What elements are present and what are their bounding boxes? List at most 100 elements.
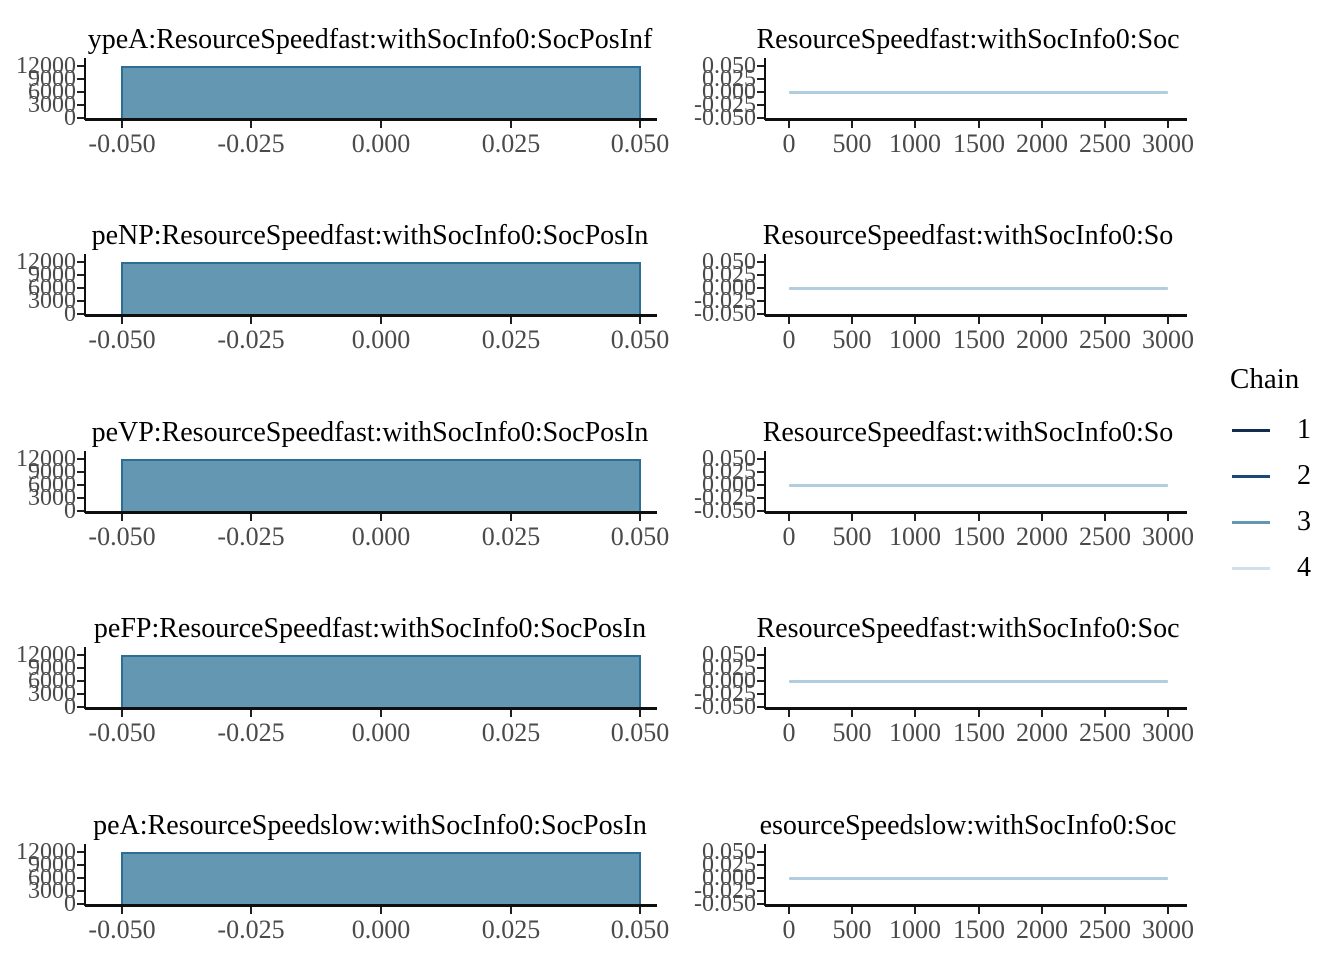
hist-x-tickmark: [250, 513, 252, 521]
trace-x-tickmark: [1104, 709, 1106, 717]
trace-y-tick-label: 0.050: [702, 249, 756, 275]
hist-x-tickmark: [380, 120, 382, 128]
trace-x-tickmark: [851, 120, 853, 128]
trace-x-tick-label: 1000: [889, 129, 941, 158]
chain-number-label: 2: [1297, 460, 1311, 492]
hist-x-tickmark: [121, 316, 123, 324]
chain-number-label: 3: [1297, 506, 1311, 538]
histogram-bar: [121, 459, 641, 511]
hist-y-tickmark: [77, 471, 84, 473]
trace-x-tickmark: [788, 513, 790, 521]
hist-x-tickmark: [380, 316, 382, 324]
trace-x-tickmark: [978, 120, 980, 128]
trace-y-tick-label: -0.050: [694, 301, 756, 327]
trace-y-tickmark: [757, 667, 764, 669]
trace-chain-line: [789, 876, 1168, 880]
hist-x-tickmark: [510, 513, 512, 521]
trace-x-tickmark: [1041, 316, 1043, 324]
trace-x-tick-label: 2000: [1016, 325, 1068, 354]
hist-x-tick-label: -0.025: [217, 522, 285, 551]
trace-y-tickmark: [757, 300, 764, 302]
hist-x-tick-label: 0.025: [481, 325, 541, 354]
trace-x-tick-label: 2500: [1079, 718, 1131, 747]
trace-chain-line: [789, 679, 1168, 683]
hist-x-tickmark: [121, 513, 123, 521]
trace-y-tick-label: 0.025: [702, 459, 756, 485]
hist-y-tickmark: [77, 91, 84, 93]
trace-y-tick-label: -0.025: [694, 92, 756, 118]
trace-y-tickmark: [757, 680, 764, 682]
trace-x-tickmark: [978, 513, 980, 521]
trace-y-tickmark: [757, 471, 764, 473]
hist-y-tickmark: [77, 877, 84, 879]
hist-x-tick-label: 0.000: [351, 915, 411, 944]
trace-y-tickmark: [757, 877, 764, 879]
hist-y-tickmark: [77, 300, 84, 302]
trace-x-axis-line: [765, 118, 1187, 121]
trace-y-tick-label: 0.000: [702, 865, 756, 891]
trace-x-tick-label: 500: [832, 522, 872, 551]
hist-y-tick-label: 12000: [16, 249, 76, 275]
legend-entry-chain-2: 2: [1228, 462, 1340, 491]
hist-x-tick-label: -0.025: [217, 325, 285, 354]
trace-x-tickmark: [1041, 709, 1043, 717]
trace-x-tick-label: 1000: [889, 915, 941, 944]
legend-entry-chain-4: 4: [1228, 554, 1340, 583]
trace-y-tick-label: -0.025: [694, 878, 756, 904]
trace-x-tickmark: [1104, 906, 1106, 914]
trace-y-tick-label: 0.000: [702, 668, 756, 694]
hist-x-tickmark: [639, 316, 641, 324]
hist-y-tickmark: [77, 287, 84, 289]
hist-y-tickmark: [77, 104, 84, 106]
trace-y-tick-label: 0.000: [702, 275, 756, 301]
hist-y-tickmark: [77, 890, 84, 892]
hist-y-tick-label: 6000: [28, 865, 76, 891]
trace-y-tickmark: [757, 78, 764, 80]
legend-entry-chain-1: 1: [1228, 416, 1340, 445]
trace-x-tick-label: 2500: [1079, 129, 1131, 158]
trace-y-tick-label: -0.025: [694, 681, 756, 707]
hist-y-tickmark: [77, 117, 84, 119]
legend-entry-chain-3: 3: [1228, 508, 1340, 537]
trace-x-tick-label: 3000: [1142, 522, 1194, 551]
hist-x-tickmark: [510, 709, 512, 717]
histogram-bar: [121, 655, 641, 707]
trace-title: ResourceSpeedfast:withSocInfo0:Soc: [756, 614, 1180, 644]
hist-x-tick-label: 0.025: [481, 522, 541, 551]
hist-y-tickmark: [77, 903, 84, 905]
hist-x-tickmark: [510, 316, 512, 324]
chain-line-swatch: [1232, 428, 1270, 432]
trace-x-tick-label: 2500: [1079, 522, 1131, 551]
trace-chain-line: [789, 286, 1168, 290]
trace-x-tickmark: [1167, 513, 1169, 521]
hist-x-tickmark: [250, 316, 252, 324]
histogram-title: peVP:ResourceSpeedfast:withSocInfo0:SocP…: [91, 418, 649, 448]
hist-x-tick-label: 0.025: [481, 129, 541, 158]
hist-y-tick-label: 9000: [28, 459, 76, 485]
trace-y-tick-label: 0.025: [702, 655, 756, 681]
hist-x-tick-label: -0.050: [88, 718, 156, 747]
hist-y-tick-label: 0: [64, 694, 76, 720]
hist-y-tickmark: [77, 680, 84, 682]
hist-y-axis-line: [84, 254, 86, 316]
trace-x-tickmark: [1167, 120, 1169, 128]
histogram-bar: [121, 262, 641, 314]
trace-x-tickmark: [978, 316, 980, 324]
trace-x-tickmark: [851, 316, 853, 324]
trace-y-tickmark: [757, 91, 764, 93]
trace-y-tick-label: 0.025: [702, 262, 756, 288]
trace-x-tick-label: 0: [782, 718, 796, 747]
hist-y-tickmark: [77, 654, 84, 656]
trace-x-tickmark: [978, 709, 980, 717]
hist-x-tick-label: 0.025: [481, 718, 541, 747]
hist-x-axis-line: [85, 904, 657, 907]
hist-y-tick-label: 0: [64, 105, 76, 131]
hist-x-tick-label: 0.050: [610, 915, 670, 944]
trace-x-tick-label: 1500: [953, 325, 1005, 354]
histogram-title: peA:ResourceSpeedslow:withSocInfo0:SocPo…: [93, 811, 647, 841]
hist-y-tick-label: 12000: [16, 53, 76, 79]
trace-y-tickmark: [757, 864, 764, 866]
hist-y-tickmark: [77, 78, 84, 80]
trace-y-axis-line: [764, 647, 766, 709]
